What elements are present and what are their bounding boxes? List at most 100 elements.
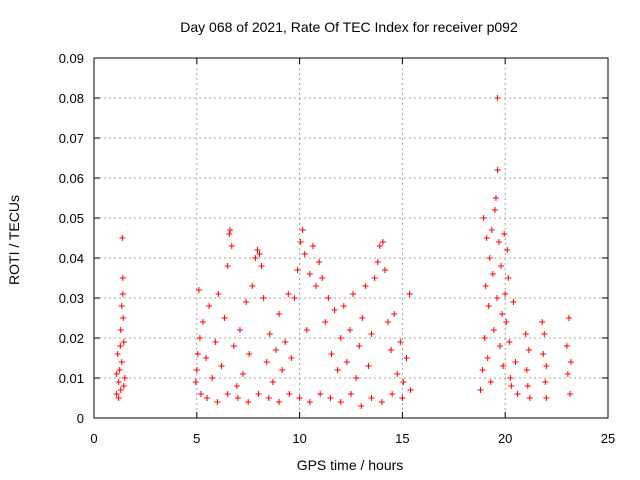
- data-point: [322, 319, 328, 325]
- data-point: [484, 235, 490, 241]
- data-point: [379, 399, 385, 405]
- data-point: [502, 291, 508, 297]
- data-point: [119, 235, 125, 241]
- data-point: [388, 347, 394, 353]
- data-point: [543, 395, 549, 401]
- data-point: [335, 367, 341, 373]
- data-point: [523, 331, 529, 337]
- data-point: [120, 291, 126, 297]
- data-point: [198, 391, 204, 397]
- data-point: [385, 319, 391, 325]
- data-point: [313, 283, 319, 289]
- data-point: [541, 331, 547, 337]
- data-point: [539, 319, 545, 325]
- data-point: [286, 391, 292, 397]
- data-point: [347, 327, 353, 333]
- data-point: [231, 343, 237, 349]
- y-tick-label: 0: [77, 411, 84, 426]
- data-point: [120, 275, 126, 281]
- data-point: [362, 283, 368, 289]
- data-point: [212, 339, 218, 345]
- data-point: [116, 379, 122, 385]
- data-point: [490, 271, 496, 277]
- data-point: [302, 251, 308, 257]
- data-point: [291, 295, 297, 301]
- y-tick-label: 0.02: [59, 331, 84, 346]
- x-tick-labels: 0 5 10 15 20 25: [90, 431, 615, 446]
- data-point: [408, 387, 414, 393]
- data-point: [115, 351, 121, 357]
- data-point: [196, 287, 202, 293]
- data-point: [237, 327, 243, 333]
- data-point: [264, 359, 270, 365]
- y-tick-label: 0.07: [59, 131, 84, 146]
- data-point: [267, 331, 273, 337]
- data-point: [369, 331, 375, 337]
- data-point: [300, 227, 306, 233]
- data-point: [319, 275, 325, 281]
- data-point: [120, 315, 126, 321]
- data-point: [365, 363, 371, 369]
- data-point: [542, 379, 548, 385]
- x-tick-label: 25: [601, 431, 615, 446]
- data-point: [227, 227, 233, 233]
- x-tick-label: 20: [498, 431, 512, 446]
- data-point: [491, 327, 497, 333]
- data-point: [483, 283, 489, 289]
- data-point: [527, 395, 533, 401]
- data-point: [246, 351, 252, 357]
- grid-lines: [94, 58, 608, 418]
- data-point: [382, 267, 388, 273]
- data-point: [497, 343, 503, 349]
- data-point: [298, 239, 304, 245]
- data-point: [508, 383, 514, 389]
- data-point: [117, 343, 123, 349]
- data-point: [567, 391, 573, 397]
- data-point: [225, 263, 231, 269]
- data-point: [295, 267, 301, 273]
- data-point: [276, 399, 282, 405]
- data-point: [481, 215, 487, 221]
- data-point: [353, 375, 359, 381]
- data-point: [285, 291, 291, 297]
- data-point: [117, 367, 123, 373]
- data-point: [512, 359, 518, 365]
- data-point: [119, 303, 125, 309]
- data-point: [399, 395, 405, 401]
- data-point: [504, 247, 510, 253]
- x-axis-label: GPS time / hours: [297, 457, 404, 473]
- data-point: [489, 227, 495, 233]
- data-point: [276, 311, 282, 317]
- data-point: [499, 311, 505, 317]
- data-point: [194, 367, 200, 373]
- data-point: [307, 271, 313, 277]
- data-point: [404, 355, 410, 361]
- data-point: [526, 347, 532, 353]
- data-point: [372, 275, 378, 281]
- data-point: [524, 367, 530, 373]
- data-point: [203, 355, 209, 361]
- data-point: [215, 291, 221, 297]
- data-point: [240, 371, 246, 377]
- data-point: [214, 399, 220, 405]
- data-point: [307, 399, 313, 405]
- data-point: [200, 319, 206, 325]
- data-point: [400, 379, 406, 385]
- data-point: [222, 315, 228, 321]
- data-point: [389, 391, 395, 397]
- data-point: [119, 359, 125, 365]
- y-axis-label: ROTI / TECUs: [6, 195, 22, 285]
- data-point: [243, 299, 249, 305]
- data-point: [270, 379, 276, 385]
- data-point: [505, 275, 511, 281]
- data-point: [327, 395, 333, 401]
- data-point: [338, 335, 344, 341]
- x-tick-label: 0: [90, 431, 97, 446]
- data-point: [344, 359, 350, 365]
- data-point: [197, 335, 203, 341]
- data-point: [266, 395, 272, 401]
- data-point: [288, 355, 294, 361]
- data-point: [114, 371, 120, 377]
- data-point: [478, 387, 484, 393]
- y-tick-labels: 0 0.01 0.02 0.03 0.04 0.05 0.06 0.07 0.08 0.09: [59, 51, 84, 426]
